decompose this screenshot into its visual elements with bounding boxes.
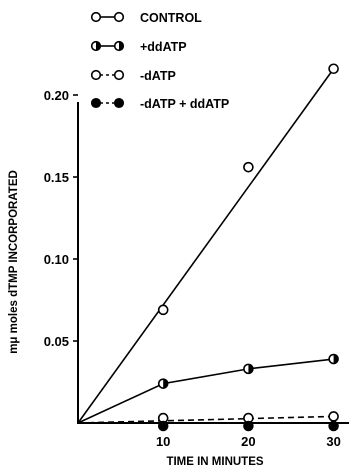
legend-marker bbox=[113, 11, 125, 23]
legend-label-minus-datp: -dATP bbox=[140, 69, 176, 83]
y-tick-label: 0.20 bbox=[44, 88, 69, 103]
legend-marker bbox=[90, 97, 102, 109]
data-point-minus-datp-plus-ddatp bbox=[328, 420, 339, 432]
y-tick-label: 0.10 bbox=[44, 252, 69, 267]
y-tick-label: 0.05 bbox=[44, 334, 69, 349]
data-point-minus-datp bbox=[328, 411, 339, 422]
legend-item-minus-datp-plus-ddatp: -dATP + ddATP bbox=[90, 97, 229, 111]
legend-symbol-control bbox=[90, 11, 125, 23]
data-point-control bbox=[157, 304, 169, 316]
series-lines bbox=[77, 68, 335, 424]
x-tick-label: 30 bbox=[326, 434, 340, 449]
legend-marker bbox=[90, 69, 102, 81]
legend-marker bbox=[113, 40, 125, 52]
y-tick-label: 0.15 bbox=[44, 170, 69, 185]
legend-symbol-plus-ddatp bbox=[90, 40, 125, 52]
series-line-control bbox=[77, 68, 335, 424]
data-point-control bbox=[328, 63, 339, 75]
legend-symbol-minus-datp-plus-ddatp bbox=[90, 97, 125, 109]
legend-label-plus-ddatp: +ddATP bbox=[140, 40, 187, 54]
data-point-minus-datp-plus-ddatp bbox=[157, 420, 169, 432]
legend-item-plus-ddatp: +ddATP bbox=[90, 40, 187, 54]
series-line-minus-datp bbox=[77, 415, 334, 424]
data-point-control bbox=[243, 161, 254, 173]
legend: CONTROL +ddATP -dATP -dATP + ddATP bbox=[90, 11, 229, 111]
legend-symbol-minus-datp bbox=[90, 69, 125, 81]
series-line-plusddatp bbox=[77, 358, 334, 424]
legend-label-control: CONTROL bbox=[140, 11, 202, 25]
y-axis-label: mμ moles dTMP INCORPORATED bbox=[8, 170, 20, 354]
legend-item-minus-datp: -dATP bbox=[90, 69, 176, 83]
legend-marker bbox=[113, 97, 125, 109]
legend-marker bbox=[90, 40, 102, 52]
legend-marker bbox=[90, 11, 102, 23]
y-ticks: 0.05 0.10 0.15 0.20 bbox=[44, 88, 78, 349]
legend-item-control: CONTROL bbox=[90, 11, 202, 25]
x-tick-label: 20 bbox=[241, 434, 255, 449]
legend-label-minus-datp-plus-ddatp: -dATP + ddATP bbox=[140, 97, 229, 111]
x-tick-label: 10 bbox=[156, 434, 170, 449]
data-point-plusddatp bbox=[328, 353, 339, 365]
data-point-plusddatp bbox=[157, 378, 169, 389]
data-point-plusddatp bbox=[243, 363, 254, 375]
x-axis-label: TIME IN MINUTES bbox=[166, 456, 263, 468]
data-point-minus-datp-plus-ddatp bbox=[243, 420, 254, 432]
series-points bbox=[157, 63, 339, 432]
legend-marker bbox=[113, 69, 125, 81]
